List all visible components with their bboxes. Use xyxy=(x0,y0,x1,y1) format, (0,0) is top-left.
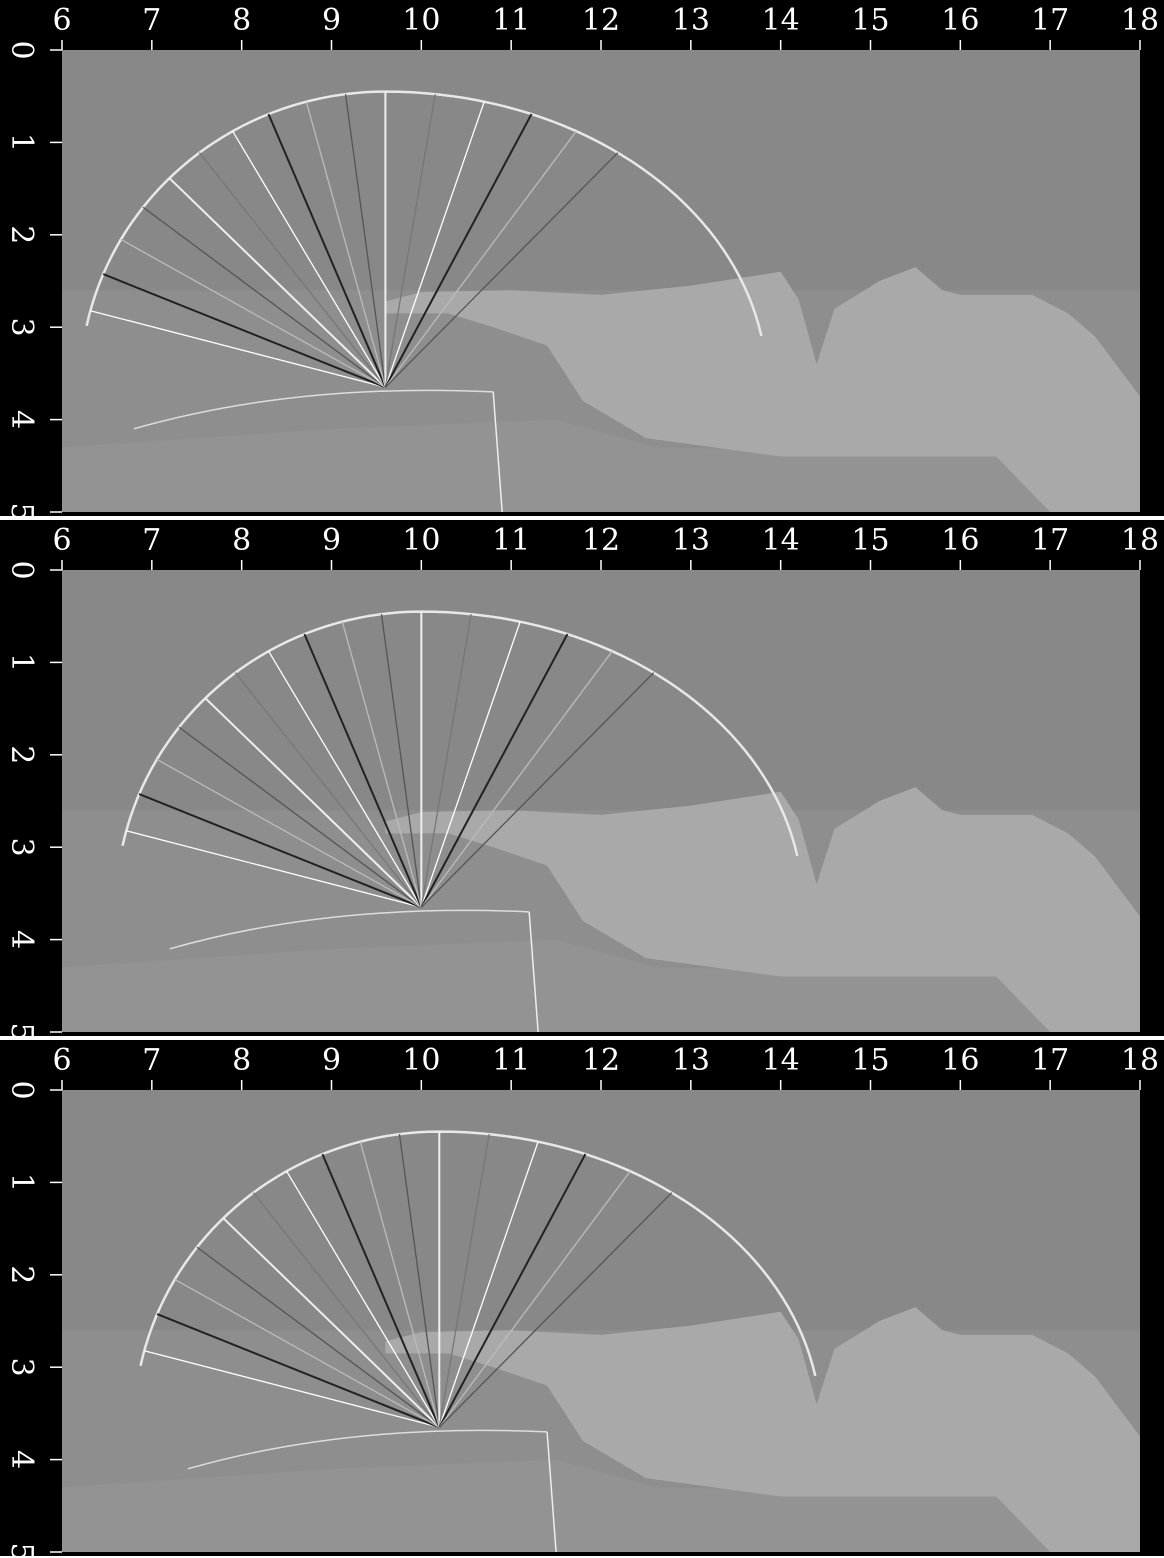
y-tick-label: 2 xyxy=(4,745,39,764)
y-tick-label: 1 xyxy=(4,133,39,152)
x-tick-label: 13 xyxy=(672,3,710,38)
x-tick-label: 15 xyxy=(851,523,889,558)
x-tick-label: 12 xyxy=(582,1043,620,1078)
x-tick-label: 9 xyxy=(322,3,341,38)
y-tick-label: 1 xyxy=(4,653,39,672)
x-tick-label: 16 xyxy=(941,523,979,558)
y-tick-label: 5 xyxy=(4,502,39,521)
x-tick-label: 11 xyxy=(492,523,530,558)
x-tick-label: 11 xyxy=(492,1043,530,1078)
x-tick-label: 7 xyxy=(142,523,161,558)
y-tick-label: 0 xyxy=(4,560,39,579)
x-tick-label: 18 xyxy=(1121,3,1159,38)
x-tick-label: 10 xyxy=(402,523,440,558)
x-tick-label: 18 xyxy=(1121,523,1159,558)
y-tick-label: 0 xyxy=(4,1080,39,1099)
x-tick-label: 6 xyxy=(52,1043,71,1078)
x-tick-label: 10 xyxy=(402,3,440,38)
upper-region xyxy=(62,570,1140,810)
x-tick-label: 11 xyxy=(492,3,530,38)
y-tick-label: 3 xyxy=(4,1358,39,1377)
y-tick-label: 4 xyxy=(4,1450,39,1469)
wavefield-image xyxy=(62,1090,1140,1552)
x-tick-label: 14 xyxy=(762,523,800,558)
x-tick-label: 9 xyxy=(322,523,341,558)
x-tick-label: 17 xyxy=(1031,523,1069,558)
x-tick-label: 8 xyxy=(232,1043,251,1078)
y-tick-label: 4 xyxy=(4,930,39,949)
x-tick-label: 16 xyxy=(941,3,979,38)
wavefield-image xyxy=(62,570,1140,1032)
x-tick-label: 12 xyxy=(582,523,620,558)
x-tick-label: 8 xyxy=(232,523,251,558)
x-tick-label: 17 xyxy=(1031,1043,1069,1078)
y-tick-label: 3 xyxy=(4,318,39,337)
x-tick-label: 12 xyxy=(582,3,620,38)
x-tick-label: 9 xyxy=(322,1043,341,1078)
x-tick-label: 14 xyxy=(762,3,800,38)
y-tick-label: 4 xyxy=(4,410,39,429)
y-tick-label: 3 xyxy=(4,838,39,857)
x-tick-label: 13 xyxy=(672,523,710,558)
x-tick-label: 6 xyxy=(52,3,71,38)
x-tick-label: 18 xyxy=(1121,1043,1159,1078)
wavefield-image xyxy=(62,50,1140,512)
x-tick-label: 14 xyxy=(762,1043,800,1078)
x-tick-label: 16 xyxy=(941,1043,979,1078)
y-tick-label: 0 xyxy=(4,40,39,59)
x-tick-label: 7 xyxy=(142,3,161,38)
x-tick-label: 8 xyxy=(232,3,251,38)
panel: 6789101112131415161718012345 xyxy=(0,0,1164,522)
x-tick-label: 13 xyxy=(672,1043,710,1078)
x-tick-label: 15 xyxy=(851,1043,889,1078)
y-tick-label: 5 xyxy=(4,1022,39,1041)
y-tick-label: 2 xyxy=(4,225,39,244)
figure: 6789101112131415161718012345678910111213… xyxy=(0,0,1164,1558)
x-tick-label: 10 xyxy=(402,1043,440,1078)
x-tick-label: 7 xyxy=(142,1043,161,1078)
x-tick-label: 6 xyxy=(52,523,71,558)
y-tick-label: 2 xyxy=(4,1265,39,1284)
x-tick-label: 17 xyxy=(1031,3,1069,38)
y-tick-label: 1 xyxy=(4,1173,39,1192)
y-tick-label: 5 xyxy=(4,1542,39,1558)
x-tick-label: 15 xyxy=(851,3,889,38)
